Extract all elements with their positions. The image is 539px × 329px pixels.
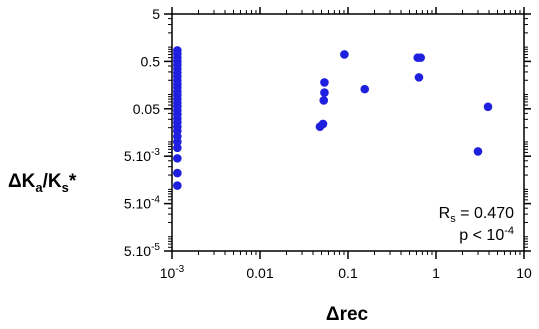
y-tick-label: 5.10-5 [124, 242, 161, 259]
data-point [173, 168, 182, 178]
data-points [173, 46, 493, 190]
data-point [173, 137, 182, 147]
y-axis-title: ΔKa/Ks* [8, 171, 77, 195]
x-axis: 10-3 0.01 0.1 1 10 [160, 7, 532, 281]
y-tick-label: 0.5 [141, 53, 161, 69]
x-tick-label: 10 [516, 265, 532, 281]
data-point [319, 96, 329, 105]
data-point [483, 102, 493, 112]
data-point [173, 181, 182, 190]
data-point [416, 53, 425, 62]
y-tick-label: 5.10-4 [124, 195, 161, 212]
x-tick-label: 10-3 [160, 264, 185, 281]
data-point [340, 50, 349, 59]
x-axis-title: Δrec [326, 304, 369, 325]
data-point [360, 84, 370, 94]
x-tick-label: 1 [432, 265, 440, 281]
y-tick-label: 0.05 [133, 101, 160, 117]
data-point [320, 78, 329, 87]
data-point [414, 73, 424, 82]
y-tick-label: 5.10-3 [124, 147, 161, 164]
y-axis: 5 0.5 0.05 5.10-3 5.10-4 5.10-5 [124, 6, 531, 259]
data-point [173, 154, 182, 163]
annotation-p: p < 10-4 [459, 225, 514, 244]
x-tick-label: 0.1 [338, 265, 358, 281]
stat-annotation: Rs = 0.470 p < 10-4 [439, 205, 514, 244]
data-point [320, 88, 329, 97]
annotation-rs: Rs = 0.470 [439, 205, 514, 225]
data-point [318, 119, 328, 129]
y-tick-label: 5 [152, 6, 160, 22]
data-point [473, 147, 483, 156]
x-tick-label: 0.01 [246, 265, 273, 281]
data-point [173, 143, 182, 153]
